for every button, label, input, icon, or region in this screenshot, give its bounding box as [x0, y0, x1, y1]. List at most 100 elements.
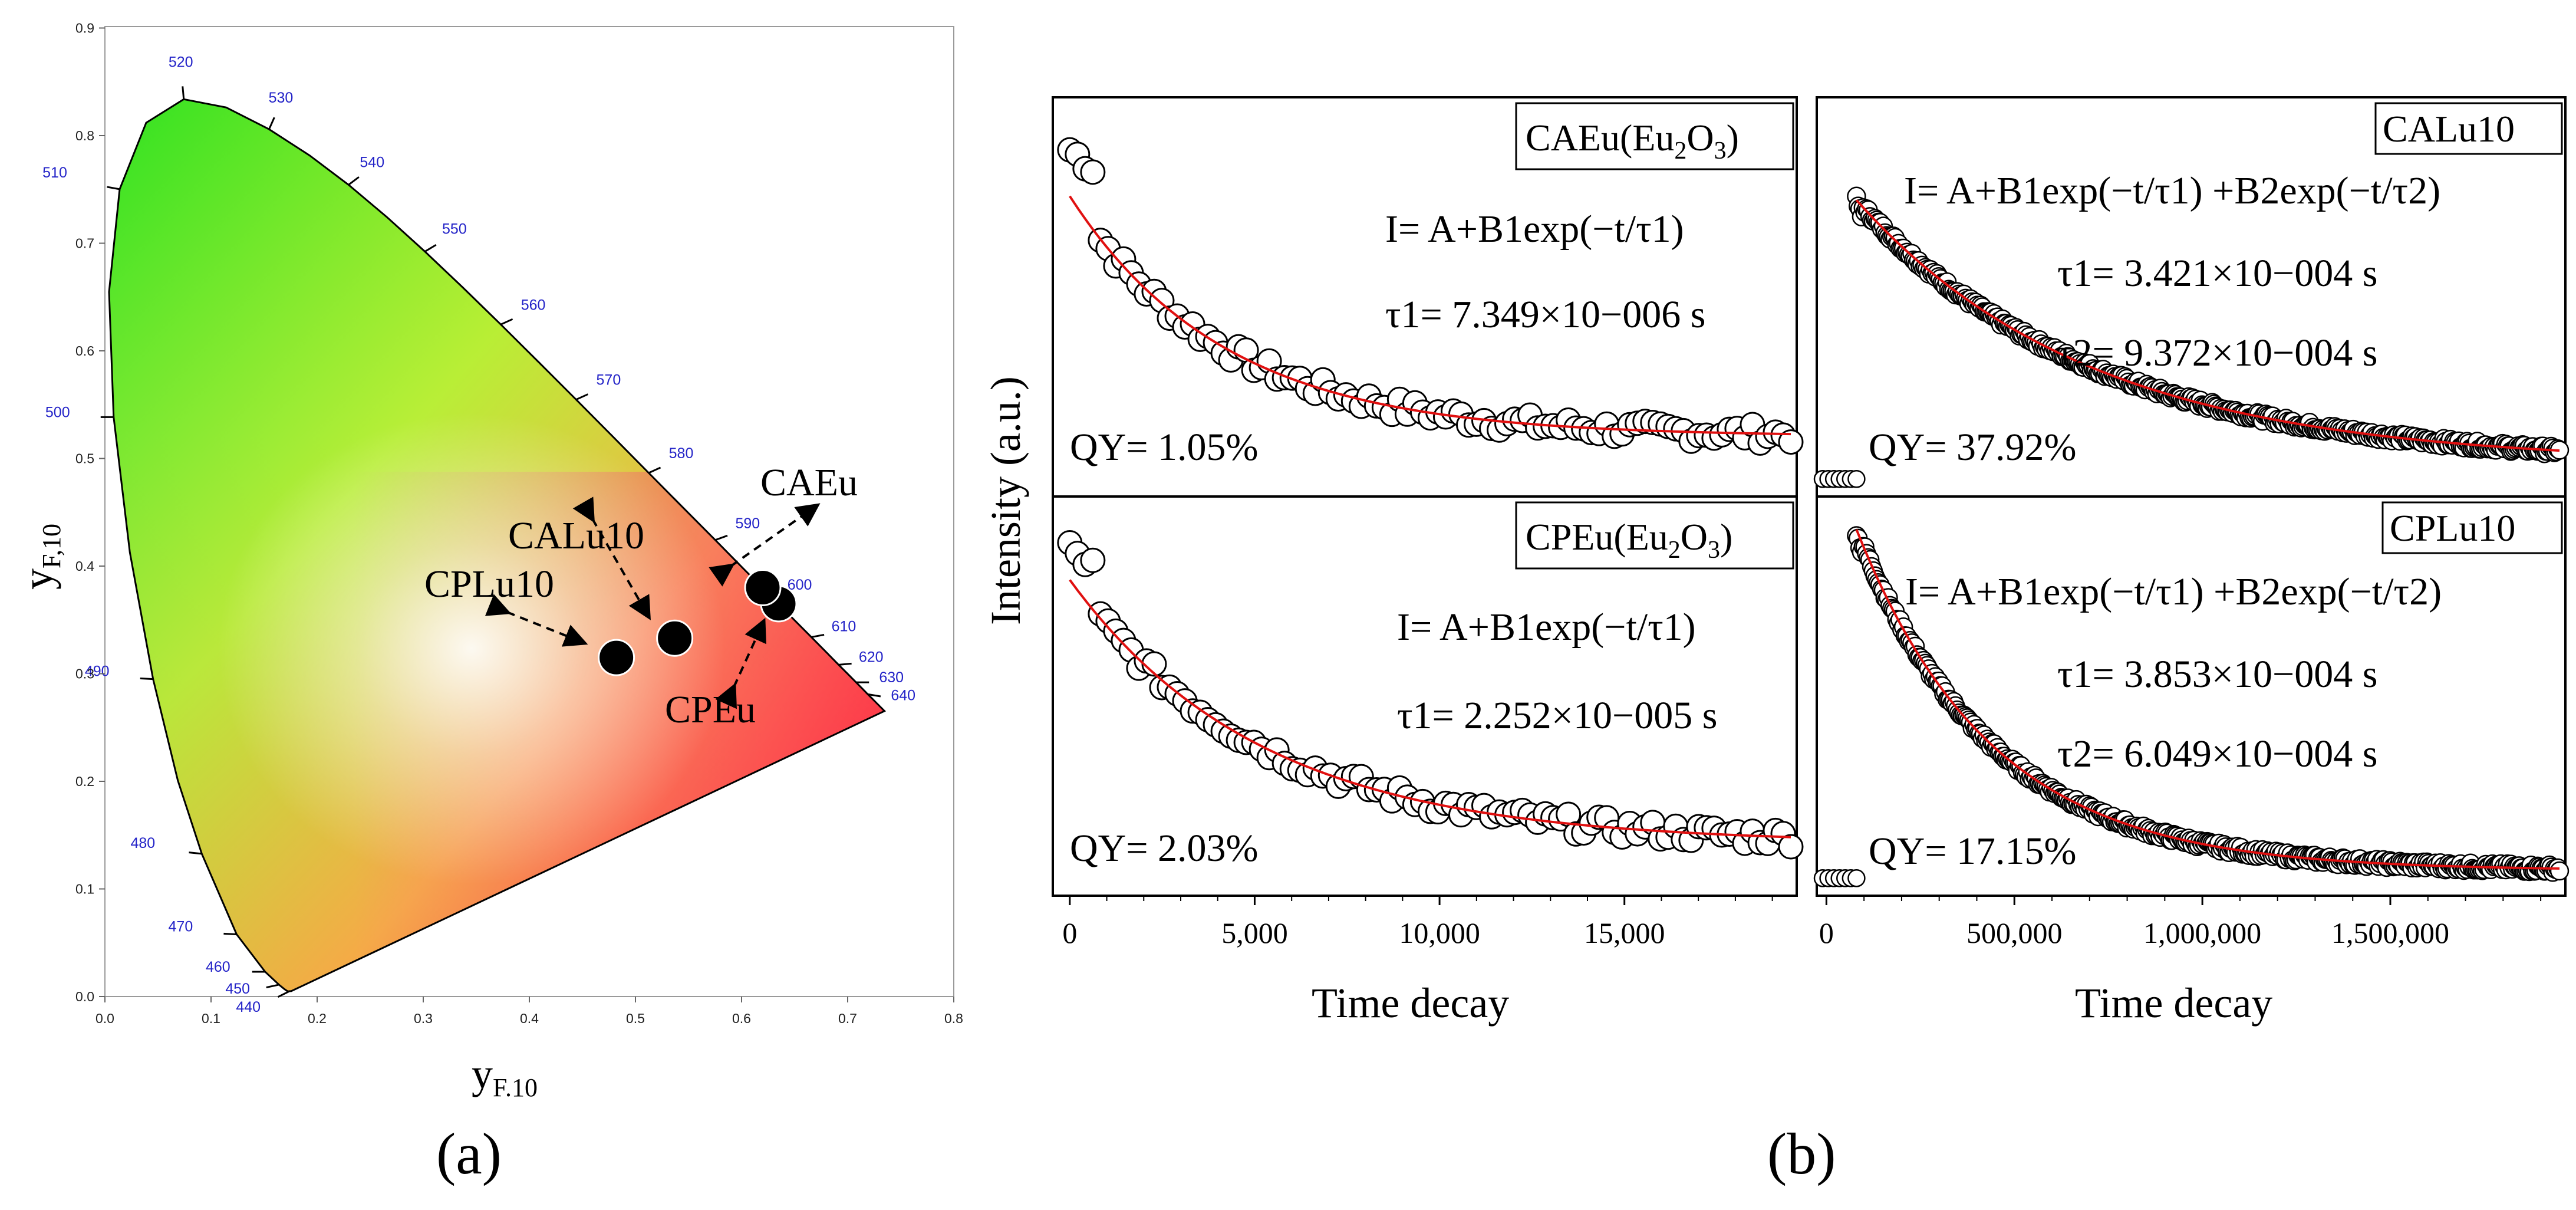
- wavelength-tick-620: [838, 662, 852, 666]
- wavelength-label-510: 510: [42, 165, 67, 181]
- cie-ylabel: yF,10: [14, 524, 66, 590]
- wavelength-label-520: 520: [169, 54, 193, 70]
- cie-x-tick-label: 0.2: [308, 1011, 327, 1026]
- wavelength-tick-530: [268, 117, 275, 130]
- wavelength-label-640: 640: [891, 687, 915, 703]
- decay-tick-label: 10,000: [1399, 916, 1480, 949]
- tau2-p2: τ2= 9.372×10−004 s: [2057, 331, 2377, 374]
- caption-b: (b): [1767, 1121, 1836, 1186]
- cie-x-tick-label: 0.5: [626, 1011, 645, 1026]
- wavelength-label-460: 460: [206, 959, 230, 975]
- wavelength-tick-540: [348, 176, 360, 186]
- cie-y-tick-label: 0.6: [75, 343, 94, 359]
- wavelength-label-630: 630: [879, 669, 904, 686]
- wavelength-tick-510: [107, 186, 120, 190]
- decay-point: [1847, 470, 1866, 488]
- cie-y-tick-label: 0.0: [75, 989, 94, 1004]
- cie-x-tick-label: 0.1: [202, 1011, 220, 1026]
- qy-p2: QY= 37.92%: [1869, 426, 2077, 469]
- cie-x-tick-label: 0.4: [520, 1011, 539, 1026]
- tau1-p3: τ1= 2.252×10−005 s: [1397, 694, 1717, 737]
- tag-box-p2: [2374, 102, 2563, 155]
- label-caeu: CAEu: [760, 461, 858, 504]
- panel-b-decay: CAEu(Eu2O3) CALu10 CPEu(Eu2O3) CPLu10 I=…: [982, 96, 2570, 1186]
- eq-p3: I= A+B1exp(−t/τ1): [1397, 606, 1696, 649]
- wavelength-tick-480: [189, 851, 202, 855]
- wavelength-label-490: 490: [85, 663, 110, 680]
- wavelength-label-570: 570: [597, 372, 621, 389]
- wavelength-label-480: 480: [130, 835, 155, 851]
- arrow-cpeu: [715, 617, 766, 709]
- cie-point-calu10: [656, 619, 694, 657]
- wavelength-tick-490: [140, 677, 153, 680]
- wavelength-tick-450: [266, 984, 279, 989]
- cie-x-tick-label: 0.6: [732, 1011, 751, 1026]
- decay-point: [1778, 429, 1804, 455]
- label-calu10: CALu10: [508, 514, 644, 557]
- tau1-p2: τ1= 3.421×10−004 s: [2057, 252, 2377, 295]
- wavelength-label-610: 610: [832, 618, 857, 634]
- tag-box-p1: [1515, 102, 1794, 170]
- wavelength-tick-470: [223, 932, 237, 936]
- wavelength-tick-520: [182, 86, 185, 100]
- fit-line-p3: [1069, 579, 1791, 839]
- wavelength-label-580: 580: [669, 445, 694, 462]
- wavelength-label-470: 470: [169, 919, 193, 935]
- panel-a-cie: 440 450 460 470 480 490 500 510 520 530 540 550 560 5…: [14, 21, 963, 1187]
- wavelength-label-500: 500: [45, 404, 70, 420]
- wavelength-tick-440: [277, 990, 290, 998]
- eq-p2: I= A+B1exp(−t/τ1) +B2exp(−t/τ2): [1904, 169, 2440, 212]
- arrow-caeu: [709, 503, 821, 587]
- cie-x-tick-label: 0.8: [944, 1011, 963, 1026]
- tau1-p4: τ1= 3.853×10−004 s: [2057, 653, 2377, 696]
- wavelength-label-590: 590: [736, 515, 760, 532]
- cie-x-tick-label: 0.0: [95, 1011, 114, 1026]
- decay-xlabel-left: Time decay: [1312, 979, 1509, 1027]
- cie-point-cplu10: [598, 639, 635, 676]
- cie-x-tick-label: 0.7: [838, 1011, 857, 1026]
- cie-y-tick-label: 0.5: [75, 451, 94, 466]
- caption-a: (a): [436, 1121, 502, 1186]
- decay-point: [1778, 834, 1804, 860]
- wavelength-label-440: 440: [236, 999, 261, 1015]
- decay-point: [2549, 861, 2570, 881]
- wavelength-tick-560: [500, 318, 513, 325]
- wavelength-tick-550: [424, 244, 437, 252]
- cie-locus-outline: [108, 98, 887, 992]
- tag-p2: CALu10: [2383, 108, 2515, 150]
- tau1-p1: τ1= 7.349×10−006 s: [1385, 293, 1705, 336]
- qy-p1: QY= 1.05%: [1070, 426, 1259, 469]
- decay-tick-label: 1,500,000: [2331, 916, 2449, 949]
- decay-series-p1: [1057, 137, 1804, 456]
- wavelength-tick-640: [867, 693, 881, 698]
- wavelength-label-450: 450: [225, 981, 250, 997]
- decay-series-p3: [1057, 530, 1804, 860]
- eq-p4: I= A+B1exp(−t/τ1) +B2exp(−t/τ2): [1905, 570, 2442, 613]
- cie-y-tick-label: 0.4: [75, 558, 94, 574]
- wavelength-tick-580: [648, 466, 661, 474]
- tag-p4: CPLu10: [2390, 507, 2515, 549]
- decay-tick-label: 0: [1062, 916, 1077, 949]
- decay-series-p4: [1813, 526, 2570, 887]
- qy-p4: QY= 17.15%: [1869, 830, 2077, 873]
- decay-tick-label: 0: [1819, 916, 1834, 949]
- tag-box-p4: [2381, 501, 2563, 554]
- cie-y-tick-label: 0.2: [75, 774, 94, 789]
- fit-line-p2: [1855, 199, 2560, 452]
- decay-xlabel-right: Time decay: [2075, 979, 2272, 1027]
- decay-point: [1847, 869, 1866, 887]
- decay-point: [1080, 547, 1106, 573]
- arrow-calu10: [572, 497, 651, 620]
- tag-p3: CPEu(Eu2O3): [1526, 516, 1732, 564]
- decay-tick-label: 500,000: [1966, 916, 2063, 949]
- cie-point-cpeu: [744, 569, 782, 606]
- cie-x-tick-label: 0.3: [414, 1011, 433, 1026]
- cie-x-ticks: 0.0 0.1 0.2 0.3 0.4 0.5 0.6 0.7 0.8: [95, 997, 963, 1026]
- decay-tick-label: 1,000,000: [2143, 916, 2261, 949]
- decay-tick-label: 5,000: [1221, 916, 1288, 949]
- cie-y-tick-label: 0.9: [75, 21, 94, 36]
- decay-tick-label: 15,000: [1584, 916, 1665, 949]
- wavelength-label-620: 620: [859, 649, 884, 665]
- cie-y-tick-label: 0.1: [75, 882, 94, 897]
